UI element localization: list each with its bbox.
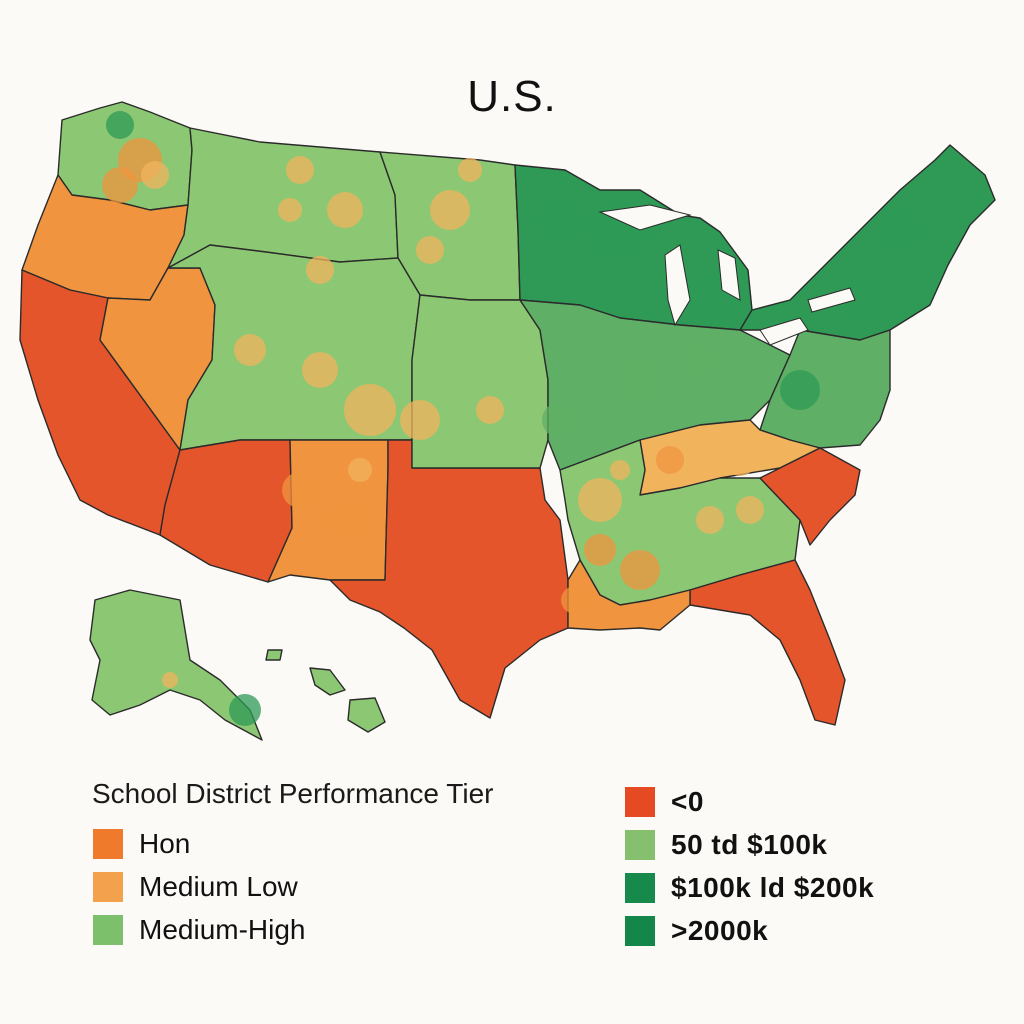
map-region	[759, 447, 861, 546]
map-shading-patch	[684, 344, 716, 376]
map-shading-patch	[286, 156, 314, 184]
great-lake	[664, 244, 691, 327]
map-region	[265, 649, 386, 733]
great-lake	[807, 287, 856, 313]
map-shading-patch	[229, 694, 261, 726]
map-region	[89, 589, 263, 741]
map-shading-patch	[584, 534, 616, 566]
map-shading-patch	[878, 208, 922, 252]
map-shading-patch	[234, 334, 266, 366]
map-shading-patch	[780, 370, 820, 410]
legend-swatch	[625, 786, 655, 817]
map-shading-patch	[400, 400, 440, 440]
map-shading-patch	[162, 672, 178, 688]
legend-swatch	[625, 915, 655, 946]
legend-item: Hon	[93, 822, 306, 865]
map-shading-patch	[102, 167, 138, 203]
map-shading-patch	[344, 384, 396, 436]
map-shading-patch	[476, 396, 504, 424]
legend-label: >2000k	[671, 914, 769, 946]
legend-swatch	[625, 872, 655, 903]
map-shading-patch	[430, 190, 470, 230]
great-lake	[759, 317, 809, 346]
map-shading-patch	[724, 444, 756, 476]
legend-item: <0	[625, 780, 874, 823]
legend-label: $100k ld $200k	[671, 871, 875, 903]
map-shading-patch	[656, 446, 684, 474]
map-region	[167, 127, 399, 269]
great-lake	[717, 249, 741, 301]
map-shading-patch	[325, 500, 365, 540]
great-lake	[598, 204, 692, 231]
legend-label: Hon	[139, 827, 191, 859]
map-shading-patch	[561, 586, 589, 614]
legend-label: Medium-High	[139, 913, 306, 945]
legend-item: 50 td $100k	[625, 823, 874, 866]
map-region	[159, 439, 293, 583]
legend-label: Medium Low	[139, 870, 298, 902]
legend-swatch	[93, 828, 123, 859]
map-shading-patch	[542, 402, 578, 438]
map-shading-patch	[416, 236, 444, 264]
map-shading-patch	[327, 192, 363, 228]
map-shading-patch	[578, 478, 622, 522]
map-shading-patch	[141, 161, 169, 189]
map-shading-patch	[696, 506, 724, 534]
legend-item: $100k ld $200k	[625, 866, 874, 909]
legend-label: 50 td $100k	[671, 828, 828, 860]
map-shading-patch	[106, 111, 134, 139]
map-region	[759, 329, 891, 449]
legend-item: Medium-High	[93, 908, 306, 951]
map-shading-patch	[620, 550, 660, 590]
legend-left-column: Hon Medium Low Medium-High	[93, 822, 306, 951]
map-shading-patch	[278, 198, 302, 222]
legend-item: >2000k	[625, 909, 874, 952]
legend-title: School District Performance Tier	[92, 778, 494, 809]
map-title: U.S.	[467, 72, 557, 121]
map-shading-patch	[610, 460, 630, 480]
map-shading-patch	[302, 352, 338, 388]
map-shading-patch	[536, 196, 584, 244]
map-region	[411, 294, 549, 469]
map-region	[567, 559, 691, 631]
legend-right-column: <0 50 td $100k $100k ld $200k >2000k	[625, 780, 874, 952]
legend-swatch	[625, 829, 655, 860]
map-region	[689, 559, 846, 726]
map-shading-patch	[306, 256, 334, 284]
map-shading-patch	[348, 458, 372, 482]
map-shading-patch	[736, 496, 764, 524]
legend-swatch	[93, 871, 123, 902]
us-map	[19, 101, 996, 741]
map-shading-patch	[620, 360, 660, 400]
map-region	[329, 439, 569, 719]
map-shading-patch	[682, 427, 718, 463]
legend-item: Medium Low	[93, 865, 306, 908]
legend-swatch	[93, 914, 123, 945]
map-shading-patch	[458, 158, 482, 182]
legend-label: <0	[671, 785, 704, 817]
map-shading-patch	[282, 472, 318, 508]
